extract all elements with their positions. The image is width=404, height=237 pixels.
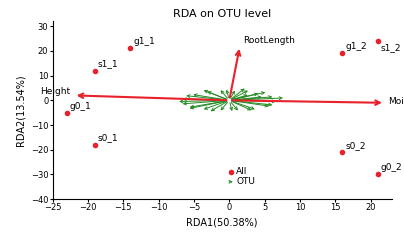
- Text: Moisture: Moisture: [388, 97, 404, 106]
- Text: g0_2: g0_2: [381, 163, 402, 172]
- Text: RootLength: RootLength: [243, 36, 295, 45]
- Text: OTU: OTU: [236, 177, 255, 186]
- Text: s1_1: s1_1: [98, 59, 118, 68]
- Text: s0_1: s0_1: [98, 133, 118, 142]
- Text: g1_2: g1_2: [345, 42, 367, 51]
- X-axis label: RDA1(50.38%): RDA1(50.38%): [187, 218, 258, 228]
- Text: g0_1: g0_1: [69, 102, 91, 111]
- Text: Height: Height: [40, 87, 70, 96]
- Text: s1_2: s1_2: [381, 44, 401, 53]
- Text: All: All: [236, 167, 248, 176]
- Text: g1_1: g1_1: [133, 37, 155, 46]
- Text: s0_2: s0_2: [345, 141, 366, 150]
- Title: RDA on OTU level: RDA on OTU level: [173, 9, 271, 19]
- Y-axis label: RDA2(13.54%): RDA2(13.54%): [15, 74, 25, 146]
